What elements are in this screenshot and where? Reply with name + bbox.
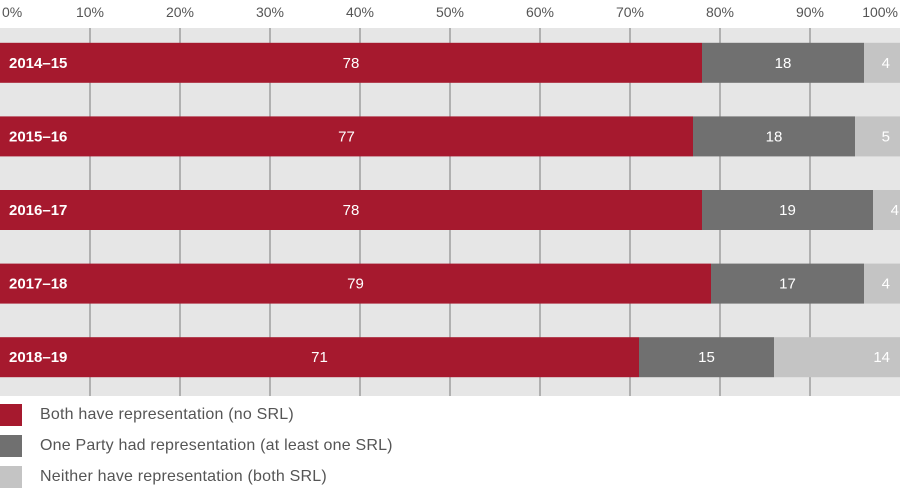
legend-swatch-both-represented <box>0 404 22 426</box>
x-tick-label: 0% <box>2 4 22 20</box>
bar-segment <box>0 337 639 378</box>
x-tick-label: 90% <box>796 4 824 20</box>
data-label: 77 <box>338 128 355 145</box>
bar-segment <box>864 42 900 83</box>
legend: Both have representation (no SRL) One Pa… <box>0 404 393 497</box>
x-tick-label: 70% <box>616 4 644 20</box>
bar-segment <box>774 337 900 378</box>
data-label: 15 <box>698 349 715 366</box>
legend-label-one-party-represented: One Party had representation (at least o… <box>40 437 393 454</box>
x-tick-label: 100% <box>862 4 898 20</box>
x-tick-label: 50% <box>436 4 464 20</box>
data-label: 18 <box>766 128 783 145</box>
legend-item-one-party-represented: One Party had representation (at least o… <box>0 435 393 457</box>
legend-label-neither-represented: Neither have representation (both SRL) <box>40 468 327 485</box>
data-label: 4 <box>882 276 890 293</box>
bar-segment <box>702 42 864 83</box>
data-label: 79 <box>347 276 364 293</box>
x-tick-label: 60% <box>526 4 554 20</box>
bar-segment <box>0 263 711 304</box>
data-label: 4 <box>882 55 890 72</box>
x-tick-label: 10% <box>76 4 104 20</box>
x-tick-label: 20% <box>166 4 194 20</box>
legend-item-neither-represented: Neither have representation (both SRL) <box>0 466 393 488</box>
data-label: 14 <box>873 349 890 366</box>
bar-segment <box>0 42 702 83</box>
legend-label-both-represented: Both have representation (no SRL) <box>40 406 294 423</box>
legend-item-both-represented: Both have representation (no SRL) <box>0 404 393 426</box>
stacked-bar-chart: 0% 10% 20% 30% 40% 50% 60% 70% 80% 90% 100% 78 18 4 20… <box>0 4 900 396</box>
x-tick-label: 40% <box>346 4 374 20</box>
bar-segment <box>0 116 693 157</box>
data-label: 19 <box>779 202 796 219</box>
bar-segment <box>639 337 774 378</box>
category-label: 2018–19 <box>9 349 67 366</box>
data-label: 78 <box>343 202 360 219</box>
bar-segment <box>873 190 900 230</box>
data-label: 4 <box>891 202 899 219</box>
bar-segment <box>864 263 900 304</box>
category-label: 2016–17 <box>9 202 67 219</box>
bar-segment <box>693 116 855 157</box>
x-tick-label: 30% <box>256 4 284 20</box>
data-label: 17 <box>779 276 796 293</box>
category-label: 2017–18 <box>9 276 67 293</box>
legend-swatch-neither-represented <box>0 466 22 488</box>
category-label: 2014–15 <box>9 55 67 72</box>
data-label: 71 <box>311 349 328 366</box>
x-tick-label: 80% <box>706 4 734 20</box>
data-label: 18 <box>775 55 792 72</box>
data-label: 78 <box>343 55 360 72</box>
bar-segment <box>702 190 873 230</box>
bar-segment <box>0 190 702 230</box>
bar-segment <box>711 263 864 304</box>
legend-swatch-one-party-represented <box>0 435 22 457</box>
category-label: 2015–16 <box>9 128 67 145</box>
data-label: 5 <box>882 128 890 145</box>
bar-segment <box>855 116 900 157</box>
